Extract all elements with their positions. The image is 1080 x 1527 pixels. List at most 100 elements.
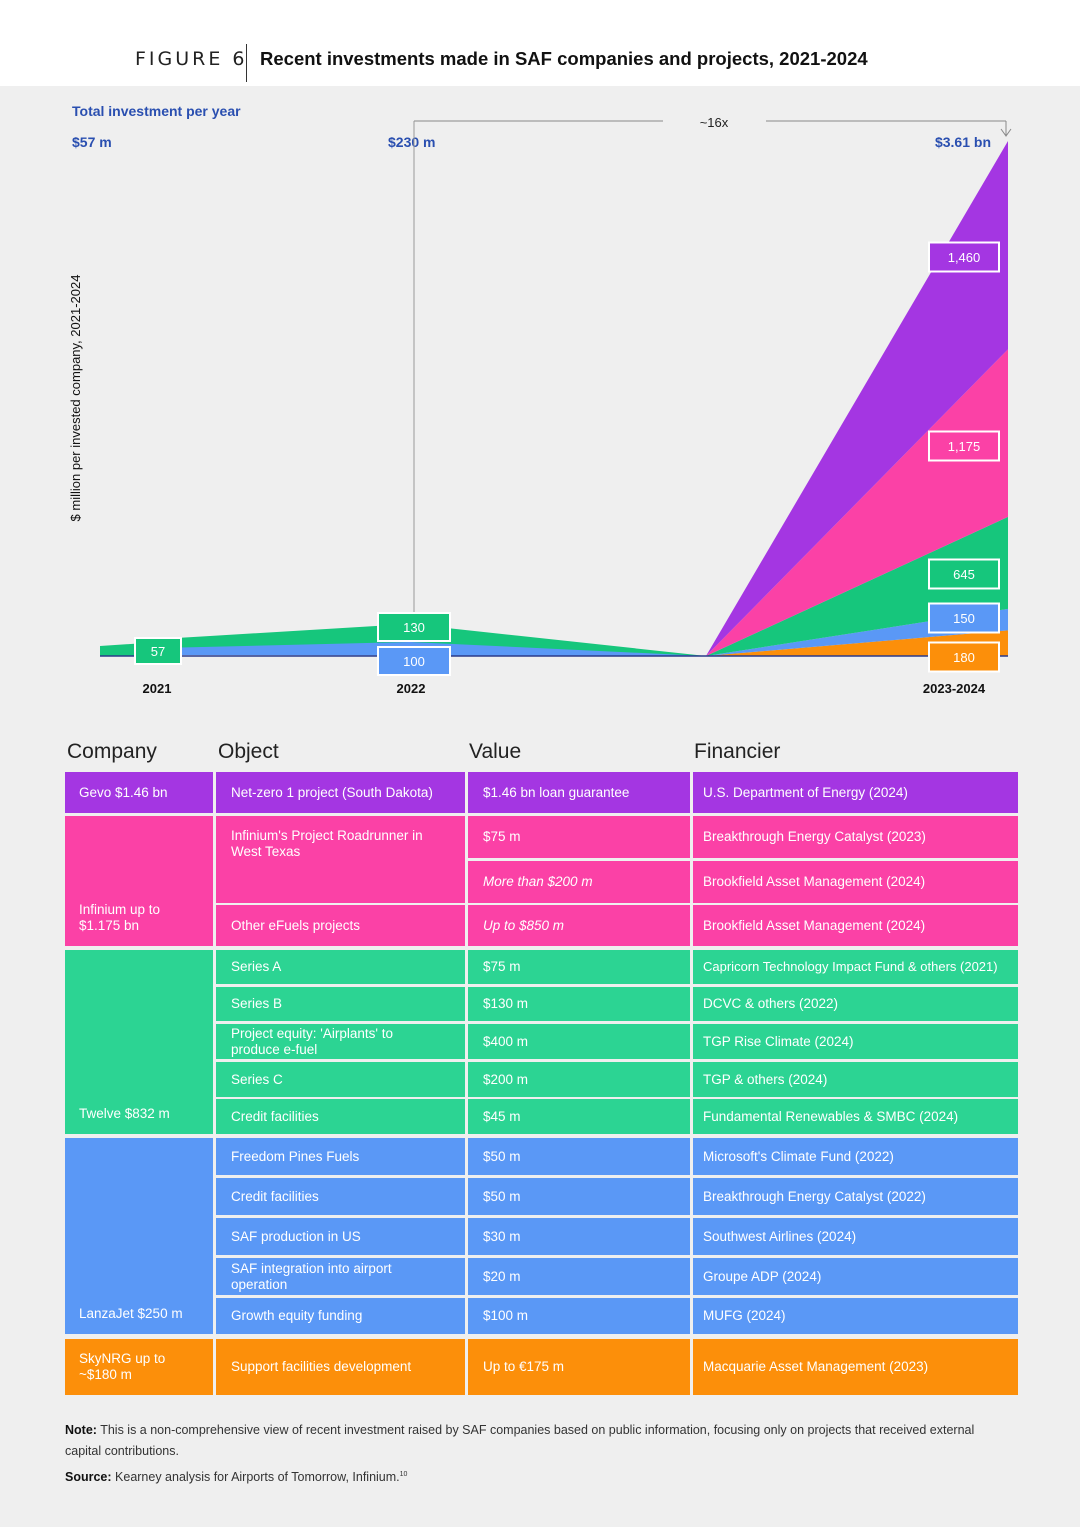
source-label: Source:: [65, 1470, 112, 1485]
value-cell: $50 m: [468, 1178, 690, 1215]
cell-text: $200 m: [483, 1071, 529, 1087]
company-cell: SkyNRG up to ~$180 m: [65, 1339, 213, 1395]
cell-text: SkyNRG up to ~$180 m: [79, 1351, 166, 1382]
figure-divider: [246, 44, 247, 82]
cell-text: Series C: [231, 1071, 283, 1087]
value-box: [928, 602, 1000, 634]
cell-text: Credit facilities: [231, 1108, 319, 1124]
value-text: 1,460: [948, 250, 981, 265]
cell-text: More than $200 m: [483, 874, 593, 889]
financier-cell: Breakthrough Energy Catalyst (2023): [693, 816, 1018, 858]
object-cell: SAF integration into airport operation: [216, 1258, 465, 1295]
cell-text: Infinium up to $1.175 bn: [79, 902, 161, 933]
cell-text: $30 m: [483, 1228, 521, 1244]
value-box: [928, 641, 1000, 673]
value-text: 100: [403, 654, 425, 669]
value-box: [134, 637, 182, 665]
value-cell: $45 m: [468, 1099, 690, 1134]
total-investment-title: Total investment per year: [72, 103, 241, 119]
value-text: 57: [151, 644, 165, 659]
cell-text: Breakthrough Energy Catalyst (2022): [703, 1188, 926, 1204]
investment-table: Gevo $1.46 bn Infinium up to $1.175 bn Twe…: [65, 772, 1018, 1395]
cell-text: Groupe ADP (2024): [703, 1268, 822, 1284]
cell-text: Brookfield Asset Management (2024): [703, 917, 926, 933]
cell-text: Freedom Pines Fuels: [231, 1148, 360, 1164]
value-text: 180: [953, 650, 975, 665]
financier-cell: Microsoft's Climate Fund (2022): [693, 1138, 1018, 1175]
note-label: Note:: [65, 1423, 97, 1437]
value-box: [928, 430, 1000, 462]
object-cell: Infinium's Project Roadrunner in West Te…: [216, 816, 465, 903]
financier-cell: Southwest Airlines (2024): [693, 1218, 1018, 1255]
cell-text: Other eFuels projects: [231, 917, 361, 933]
cell-text: $75 m: [483, 829, 521, 844]
value-text: 1,175: [948, 439, 981, 454]
company-cell: LanzaJet $250 m: [65, 1138, 213, 1334]
cell-text: $400 m: [483, 1033, 529, 1049]
figure-title: Recent investments made in SAF companies…: [260, 48, 868, 69]
object-cell: Credit facilities: [216, 1099, 465, 1134]
value-cell: $100 m: [468, 1298, 690, 1334]
cell-text: Credit facilities: [231, 1188, 319, 1204]
x-tick-2022: 2022: [397, 681, 426, 696]
header-company: Company: [67, 740, 157, 763]
growth-arrow-icon: [1000, 128, 1012, 137]
financier-cell: Macquarie Asset Management (2023): [693, 1339, 1018, 1395]
cell-text: $130 m: [483, 996, 529, 1011]
header-financier: Financier: [694, 740, 781, 763]
value-cell: $200 m: [468, 1062, 690, 1097]
cell-text: $20 m: [483, 1268, 521, 1284]
object-cell: Credit facilities: [216, 1178, 465, 1215]
object-cell: Project equity: 'Airplants' to produce e…: [216, 1024, 465, 1059]
total-2023-2024: $3.61 bn: [935, 134, 991, 150]
value-cell: Up to $850 m: [468, 905, 690, 946]
cell-text: SAF integration into airport operation: [231, 1260, 392, 1292]
cell-text: Series A: [231, 959, 282, 974]
cell-text: Capricorn Technology Impact Fund & other…: [703, 959, 998, 974]
cell-text: Brookfield Asset Management (2024): [703, 874, 926, 889]
cell-text: Net-zero 1 project (South Dakota): [231, 784, 433, 800]
cell-text: Infinium's Project Roadrunner in West Te…: [231, 828, 423, 859]
note-text: This is a non-comprehensive view of rece…: [65, 1423, 975, 1458]
cell-text: $50 m: [483, 1188, 521, 1204]
value-label-130: 130: [377, 612, 451, 642]
source-ref: 10: [399, 1471, 408, 1478]
financier-cell: TGP & others (2024): [693, 1062, 1018, 1097]
financier-cell: DCVC & others (2022): [693, 987, 1018, 1021]
cell-text: $50 m: [483, 1148, 521, 1164]
source-line: Source: Kearney analysis for Airports of…: [65, 1464, 995, 1488]
financier-cell: Groupe ADP (2024): [693, 1258, 1018, 1295]
financier-cell: U.S. Department of Energy (2024): [693, 772, 1018, 813]
investment-area-chart: Total investment per year $57 m $230 m $…: [68, 103, 1012, 696]
cell-text: $1.46 bn loan guarantee: [483, 784, 630, 800]
header-value: Value: [469, 740, 522, 763]
object-cell: Growth equity funding: [216, 1298, 465, 1334]
object-cell: Series A: [216, 950, 465, 984]
value-box: [377, 612, 451, 642]
financier-cell: MUFG (2024): [693, 1298, 1018, 1334]
value-text: 150: [953, 611, 975, 626]
growth-label: ~16x: [700, 115, 729, 130]
cell-text: Growth equity funding: [231, 1308, 363, 1323]
y-axis-label: $ million per invested company, 2021-202…: [68, 275, 83, 522]
cell-text: Fundamental Renewables & SMBC (2024): [703, 1108, 959, 1124]
cell-text: TGP Rise Climate (2024): [703, 1033, 854, 1049]
value-label-150: 150: [928, 602, 1000, 634]
object-cell: Freedom Pines Fuels: [216, 1138, 465, 1175]
value-cell: $130 m: [468, 987, 690, 1021]
value-cell: $20 m: [468, 1258, 690, 1295]
note-line: Note: This is a non-comprehensive view o…: [65, 1420, 995, 1462]
cell-text: Series B: [231, 996, 283, 1011]
company-cell: Infinium up to $1.175 bn: [65, 816, 213, 946]
object-cell: Series C: [216, 1062, 465, 1097]
cell-text: Breakthrough Energy Catalyst (2023): [703, 829, 926, 844]
cell-text: Up to $850 m: [483, 917, 565, 933]
x-tick-2023-2024: 2023-2024: [923, 681, 986, 696]
value-text: 645: [953, 567, 975, 582]
cell-text: MUFG (2024): [703, 1308, 786, 1323]
cell-text: $75 m: [483, 959, 521, 974]
value-cell: More than $200 m: [468, 861, 690, 903]
value-cell: $75 m: [468, 816, 690, 858]
cell-text: $45 m: [483, 1108, 521, 1124]
value-cell: $400 m: [468, 1024, 690, 1059]
